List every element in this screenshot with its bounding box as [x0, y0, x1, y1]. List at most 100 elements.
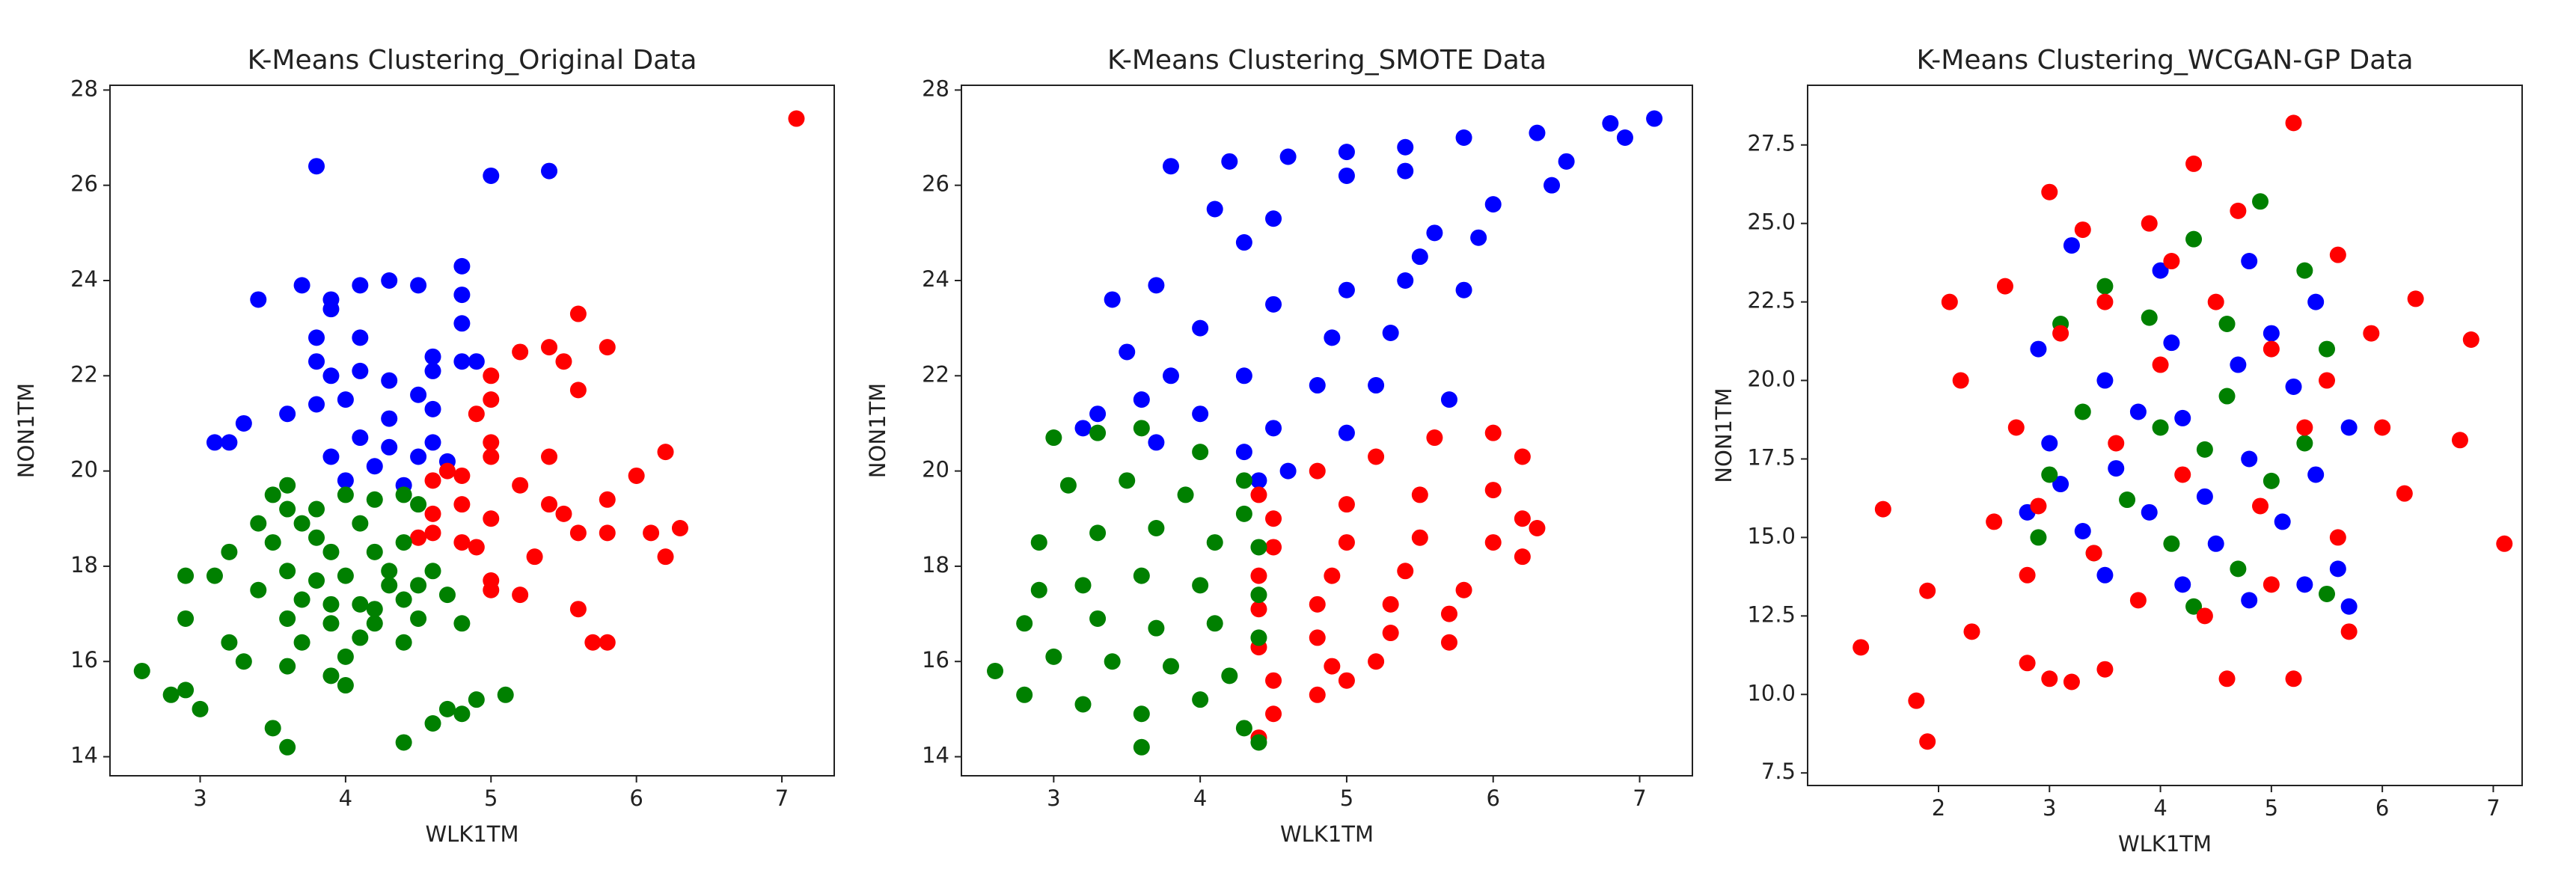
point — [1324, 658, 1341, 675]
point — [410, 448, 427, 465]
point — [308, 158, 325, 175]
point — [2207, 535, 2224, 552]
point — [2319, 372, 2336, 389]
y-tick-label: 14 — [922, 743, 949, 768]
point — [1908, 692, 1925, 709]
point — [1265, 295, 1282, 313]
point — [1309, 629, 1326, 646]
y-tick-label: 26 — [922, 171, 949, 197]
point — [541, 496, 558, 513]
point — [1874, 500, 1891, 518]
point — [177, 567, 195, 584]
axes-frame — [1807, 85, 2523, 786]
point — [1411, 486, 1428, 503]
point — [599, 339, 616, 356]
point — [366, 543, 383, 560]
point — [2041, 670, 2058, 687]
y-tick-label: 28 — [922, 76, 949, 101]
point — [2496, 535, 2513, 552]
point — [1250, 539, 1267, 556]
point — [322, 367, 340, 385]
point — [410, 386, 427, 403]
y-tick-label: 20 — [70, 457, 98, 483]
point — [483, 367, 500, 385]
point — [1250, 486, 1267, 503]
point — [250, 515, 267, 532]
point — [541, 162, 558, 180]
point — [366, 615, 383, 632]
point — [1030, 581, 1047, 598]
point — [453, 534, 471, 551]
point — [1016, 686, 1033, 703]
y-tick-label: 14 — [70, 743, 98, 768]
point — [2407, 290, 2424, 307]
point — [584, 634, 602, 651]
point — [1309, 595, 1326, 613]
y-tick-label: 18 — [922, 552, 949, 578]
point — [1324, 567, 1341, 584]
point — [1440, 634, 1457, 651]
x-tick-label: 4 — [339, 785, 352, 811]
point — [1104, 291, 1121, 308]
point — [2363, 325, 2380, 342]
point — [1089, 610, 1107, 627]
point — [1397, 563, 1414, 580]
point — [2141, 309, 2158, 326]
point — [1382, 325, 1399, 342]
point — [424, 524, 441, 542]
x-axis-label: WLK1TM — [425, 821, 518, 847]
point — [410, 277, 427, 294]
point — [1250, 601, 1267, 618]
point — [337, 648, 354, 665]
point — [1250, 734, 1267, 751]
point — [483, 167, 500, 184]
point — [424, 362, 441, 379]
point — [1148, 277, 1165, 294]
y-tick-label: 10.0 — [1747, 680, 1796, 705]
point — [1411, 248, 1428, 266]
point — [2019, 566, 2036, 584]
point — [2063, 673, 2080, 690]
point — [2074, 403, 2091, 420]
point — [2052, 325, 2069, 342]
point — [2096, 293, 2114, 310]
point — [512, 343, 529, 361]
x-tick-label: 3 — [193, 785, 206, 811]
point — [293, 634, 310, 651]
point — [569, 601, 587, 618]
point — [1133, 391, 1150, 408]
point — [1514, 548, 1531, 566]
point — [322, 301, 340, 318]
point — [322, 543, 340, 560]
y-tick-label: 18 — [70, 552, 98, 578]
x-tick-label: 7 — [775, 785, 789, 811]
point — [657, 548, 674, 566]
point — [1250, 587, 1267, 604]
point — [2185, 155, 2203, 172]
point — [2041, 435, 2058, 452]
point — [221, 543, 238, 560]
point — [1221, 153, 1238, 170]
point — [1235, 720, 1252, 737]
point — [177, 682, 195, 699]
point — [468, 691, 485, 708]
point — [293, 515, 310, 532]
point — [2196, 488, 2213, 505]
point — [453, 496, 471, 513]
point — [2096, 278, 2114, 295]
subplot: K-Means Clustering_Original Data 3 4 5 6 7 14 1… — [13, 45, 835, 847]
point — [555, 353, 572, 370]
y-tick-label: 16 — [70, 647, 98, 673]
point — [2196, 607, 2213, 625]
point — [1440, 605, 1457, 622]
point — [352, 329, 369, 346]
x-tick-label: 6 — [629, 785, 643, 811]
point — [381, 563, 398, 580]
point — [424, 472, 441, 489]
point — [322, 667, 340, 685]
point — [2019, 655, 2036, 672]
point — [1206, 200, 1223, 218]
point — [2152, 419, 2169, 436]
y-tick-label: 24 — [922, 266, 949, 292]
y-tick-label: 15.0 — [1747, 523, 1796, 548]
